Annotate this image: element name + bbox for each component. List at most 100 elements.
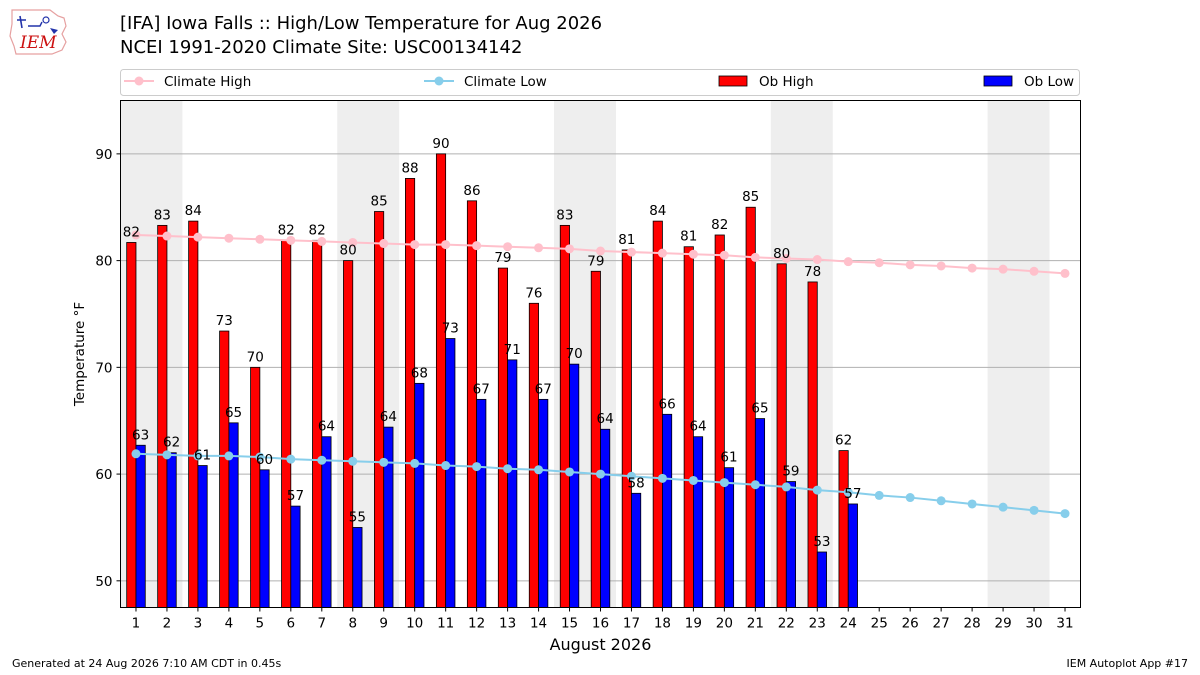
climate-low-point — [348, 456, 358, 466]
climate-low-point — [596, 469, 605, 479]
climate-low-point — [843, 487, 853, 497]
ob-high-label: 80 — [340, 243, 357, 259]
climate-low-point — [162, 450, 172, 460]
x-tick-label: 28 — [964, 616, 981, 632]
x-tick-label: 17 — [623, 616, 640, 632]
ob-high-bar — [157, 224, 168, 608]
x-tick-label: 5 — [256, 616, 265, 632]
ob-low-label: 62 — [163, 435, 180, 451]
ob-low-label: 66 — [658, 396, 675, 412]
legend-box — [120, 69, 1080, 96]
legend-marker — [134, 76, 144, 86]
ob-low-bar — [476, 398, 487, 608]
ob-high-bar — [652, 220, 663, 608]
ob-low-bar — [785, 481, 796, 608]
ob-low-label: 64 — [380, 409, 397, 425]
ob-high-bar — [559, 224, 570, 608]
ob-high-label: 84 — [649, 203, 666, 219]
ob-low-bar — [228, 422, 239, 608]
climate-high-point — [750, 252, 760, 262]
ob-low-label: 73 — [442, 321, 459, 337]
ob-high-label: 84 — [185, 203, 202, 219]
ob-high-bar — [188, 220, 199, 608]
ob-low-label: 61 — [194, 448, 211, 464]
x-tick-label: 3 — [194, 616, 203, 632]
climate-low-point — [719, 478, 729, 488]
x-tick-label: 10 — [406, 616, 423, 632]
climate-low-point — [750, 480, 760, 490]
x-tick-label: 7 — [317, 616, 326, 632]
y-tick-label: 60 — [95, 467, 112, 483]
climate-low-point — [657, 473, 667, 483]
x-tick-label: 20 — [716, 616, 733, 632]
climate-low-point — [998, 502, 1008, 512]
ob-low-bar — [166, 452, 177, 608]
ob-low-label: 60 — [256, 452, 273, 468]
app-credit: IEM Autoplot App #17 — [1066, 657, 1189, 670]
ob-high-bar — [714, 234, 725, 608]
x-tick-label: 22 — [778, 616, 795, 632]
x-tick-label: 26 — [902, 616, 919, 632]
climate-high-point — [967, 263, 977, 273]
ob-low-bar — [631, 492, 642, 608]
ob-low-label: 53 — [813, 534, 830, 550]
climate-high-point — [348, 237, 358, 247]
ob-low-bar — [538, 398, 549, 608]
climate-low-point — [441, 461, 451, 471]
ob-low-label: 64 — [689, 419, 706, 435]
climate-high-point — [657, 248, 667, 258]
ob-high-bar — [776, 263, 787, 608]
climate-low-point — [1060, 509, 1070, 519]
x-tick-label: 12 — [468, 616, 485, 632]
generated-timestamp: Generated at 24 Aug 2026 7:10 AM CDT in … — [12, 657, 282, 670]
ob-high-bar — [343, 260, 354, 608]
climate-low-point — [874, 490, 884, 500]
climate-low-point — [812, 485, 822, 495]
ob-high-bar — [219, 330, 230, 608]
legend-label: Climate Low — [464, 74, 547, 90]
ob-high-bar — [838, 450, 849, 608]
climate-low-point — [255, 452, 265, 462]
climate-low-point — [534, 465, 544, 475]
climate-high-point — [1029, 266, 1039, 276]
ob-low-label: 61 — [720, 450, 737, 466]
ob-high-label: 76 — [525, 285, 542, 301]
weekend-band — [987, 100, 1050, 608]
x-tick-label: 24 — [840, 616, 857, 632]
x-axis-label: August 2026 — [550, 635, 652, 654]
ob-high-bar — [528, 302, 539, 608]
ob-low-label: 64 — [318, 419, 335, 435]
x-tick-label: 25 — [871, 616, 888, 632]
x-tick-label: 16 — [592, 616, 609, 632]
y-tick-label: 90 — [95, 147, 112, 163]
ob-low-bar — [723, 467, 735, 608]
y-axis-label: Temperature °F — [72, 302, 88, 407]
ob-high-label: 70 — [247, 349, 264, 365]
ob-high-label: 88 — [401, 160, 418, 176]
ob-high-label: 82 — [711, 217, 728, 233]
x-tick-label: 31 — [1056, 616, 1073, 632]
ob-low-bar — [847, 503, 858, 608]
climate-low-point — [224, 451, 234, 461]
ob-low-bar — [290, 505, 301, 608]
climate-low-point — [967, 499, 977, 509]
climate-high-point — [193, 232, 203, 242]
climate-high-point — [503, 242, 513, 252]
climate-high-point — [719, 250, 729, 260]
ob-low-label: 65 — [225, 405, 242, 421]
climate-high-point — [936, 261, 946, 271]
x-tick-label: 1 — [132, 616, 141, 632]
ob-low-label: 70 — [566, 346, 583, 362]
climate-low-point — [688, 475, 698, 485]
ob-low-bar — [445, 338, 456, 608]
ob-low-label: 55 — [349, 509, 366, 525]
legend-label: Climate High — [164, 74, 251, 90]
ob-low-label: 63 — [132, 427, 149, 443]
x-tick-label: 19 — [685, 616, 702, 632]
climate-high-point — [812, 255, 822, 265]
ob-low-bar — [197, 465, 208, 608]
climate-low-point — [503, 464, 513, 474]
x-tick-label: 2 — [163, 616, 172, 632]
x-tick-label: 8 — [348, 616, 357, 632]
climate-low-point — [626, 471, 636, 481]
